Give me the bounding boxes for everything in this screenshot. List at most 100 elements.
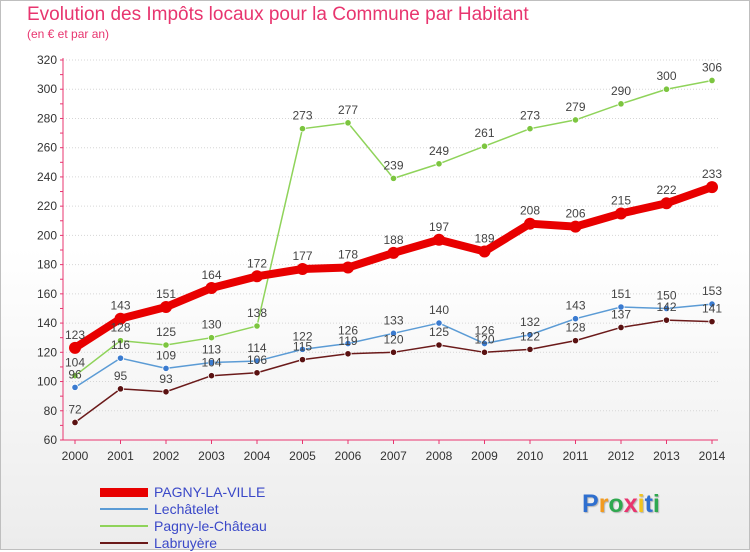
x-tick-label: 2007 (380, 449, 407, 463)
legend-item: Lechâtelet (100, 501, 360, 518)
data-label: 106 (247, 353, 267, 367)
data-label: 109 (156, 348, 176, 362)
data-label: 215 (611, 193, 631, 207)
x-tick-label: 2006 (335, 449, 362, 463)
x-tick-label: 2008 (426, 449, 453, 463)
data-labels-layer: 123 143 151 164 172 177 178 188 197 189 208 206 215 2… (65, 60, 722, 416)
data-point (71, 372, 79, 380)
data-point (207, 334, 216, 342)
data-label: 142 (656, 300, 676, 314)
chart-subtitle: (en € et par an) (27, 27, 110, 41)
data-label: 93 (159, 372, 173, 386)
y-tick-label: 260 (37, 141, 57, 155)
chart-title: Evolution des Impôts locaux pour la Comm… (27, 4, 529, 25)
data-label: 119 (338, 334, 357, 348)
x-axis: 2000 2001 2002 2003 2004 2005 2006 2007 2008 2009… (62, 439, 726, 463)
data-point (253, 357, 261, 365)
legend-swatch (100, 542, 148, 544)
data-point (526, 331, 534, 339)
data-point (387, 246, 400, 259)
data-label: 72 (68, 402, 82, 416)
data-point (160, 301, 172, 313)
data-label: 300 (656, 69, 676, 83)
data-label: 138 (247, 306, 267, 320)
x-tick-label: 2001 (107, 449, 134, 463)
data-point (253, 369, 261, 377)
logo-letter: r (598, 490, 609, 518)
data-point (480, 142, 489, 150)
data-label: 125 (429, 325, 449, 339)
data-label: 197 (429, 220, 449, 234)
legend-swatch (100, 508, 148, 510)
data-point (617, 100, 625, 108)
data-label: 233 (702, 167, 722, 181)
series-3 (71, 316, 716, 427)
y-tick-label: 200 (37, 228, 57, 242)
y-tick-label: 280 (37, 111, 57, 125)
y-tick-label: 220 (37, 199, 57, 213)
y-tick-label: 80 (44, 404, 58, 418)
data-point (207, 358, 216, 367)
data-point (526, 345, 534, 353)
data-point (389, 174, 398, 182)
y-tick-label: 300 (37, 82, 57, 96)
data-label: 222 (656, 183, 676, 197)
y-tick-label: 320 (37, 53, 57, 67)
x-tick-label: 2012 (608, 449, 635, 463)
data-label: 113 (202, 343, 221, 357)
data-label: 206 (565, 207, 585, 221)
data-label: 126 (474, 324, 494, 338)
data-label: 178 (338, 248, 358, 262)
data-label: 114 (247, 341, 266, 355)
data-point (480, 339, 489, 348)
x-tick-label: 2000 (62, 449, 89, 463)
y-tick-label: 60 (44, 433, 58, 447)
x-tick-label: 2005 (289, 449, 316, 463)
data-label: 128 (565, 321, 585, 335)
y-axis: 60 80 100 120 140 160 180 200 220 240 260 280 300 320 (37, 53, 64, 447)
data-point (342, 261, 354, 274)
data-point (526, 125, 534, 133)
series-1 (71, 300, 716, 391)
data-label: 306 (702, 60, 722, 74)
data-point (617, 323, 625, 332)
data-label: 279 (565, 100, 585, 114)
legend-label: PAGNY-LA-VILLE (154, 484, 266, 500)
data-point (571, 315, 580, 323)
data-point (480, 348, 489, 356)
data-label: 188 (383, 233, 403, 247)
legend-item: PAGNY-LA-VILLE (100, 484, 360, 501)
data-label: 96 (68, 367, 82, 381)
data-point (71, 418, 79, 427)
y-tick-label: 100 (37, 375, 57, 389)
data-point (298, 345, 307, 353)
data-point (708, 300, 716, 308)
data-label: 104 (201, 356, 221, 370)
logo-letter: i (652, 490, 660, 518)
data-point (435, 160, 443, 168)
data-point (662, 304, 671, 313)
data-label: 273 (520, 109, 540, 123)
data-label: 151 (611, 287, 631, 301)
data-point (162, 388, 170, 396)
logo-letter: t (644, 490, 653, 518)
data-point (162, 364, 170, 372)
x-tick-label: 2014 (699, 449, 726, 463)
data-point (433, 233, 445, 246)
data-label: 115 (293, 340, 312, 354)
data-label: 122 (520, 329, 540, 343)
logo-letter: x (623, 490, 638, 518)
data-point (162, 341, 170, 349)
data-point (524, 217, 536, 230)
data-point (296, 263, 309, 275)
data-point (344, 350, 352, 358)
y-tick-label: 120 (37, 345, 57, 359)
data-label: 151 (156, 287, 176, 301)
data-label: 123 (65, 328, 85, 342)
x-tick-label: 2002 (153, 449, 180, 463)
data-point (617, 303, 625, 311)
y-tick-label: 140 (37, 316, 57, 330)
data-label: 120 (474, 332, 494, 346)
data-label: 132 (520, 315, 540, 329)
y-tick-label: 180 (37, 258, 57, 272)
